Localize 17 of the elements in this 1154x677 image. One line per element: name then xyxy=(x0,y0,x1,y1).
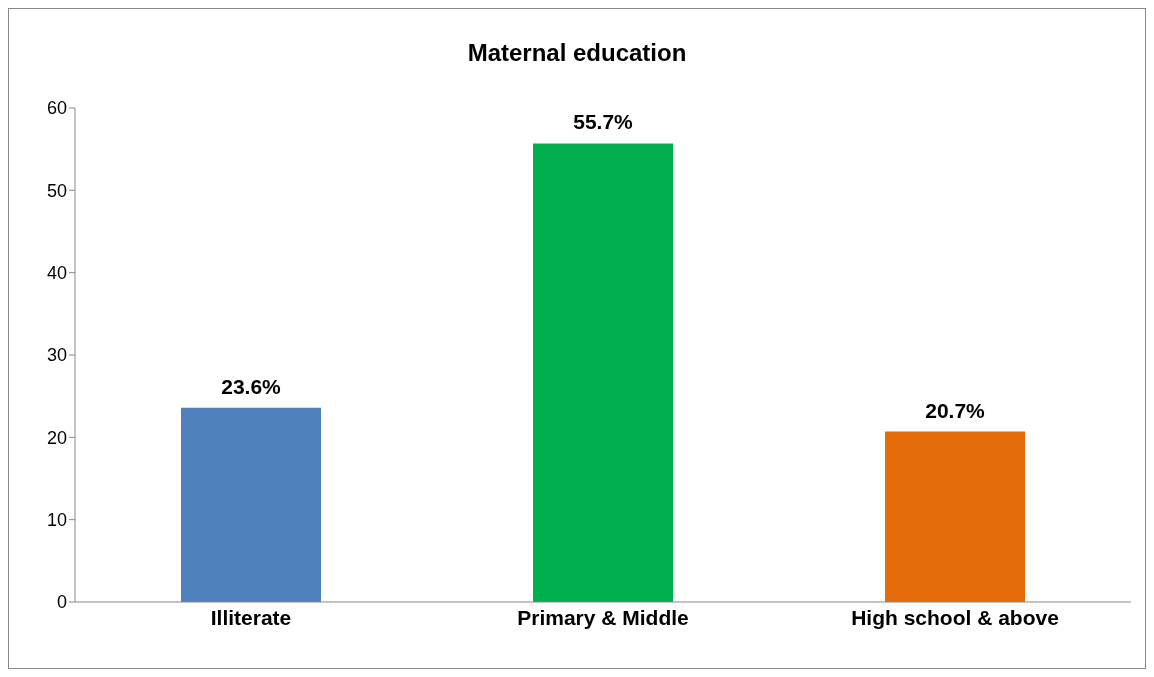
y-tick-label: 30 xyxy=(46,345,67,366)
y-tick-label: 20 xyxy=(46,427,67,448)
data-label: 20.7% xyxy=(925,398,986,422)
x-tick-label: High school & above xyxy=(851,605,1059,629)
x-tick-label: Illiterate xyxy=(210,605,292,629)
data-label: 23.6% xyxy=(221,374,282,398)
y-tick-label: 50 xyxy=(46,180,67,201)
bar xyxy=(885,431,1025,602)
data-label: 55.7% xyxy=(573,110,634,134)
y-tick-label: 60 xyxy=(46,98,67,119)
chart-title: Maternal education xyxy=(466,39,688,67)
bar xyxy=(533,143,673,602)
y-tick-label: 10 xyxy=(46,510,67,531)
y-tick-label: 40 xyxy=(46,263,67,284)
bar xyxy=(181,407,321,602)
y-tick-label: 0 xyxy=(56,592,67,613)
x-tick-label: Primary & Middle xyxy=(517,605,689,629)
